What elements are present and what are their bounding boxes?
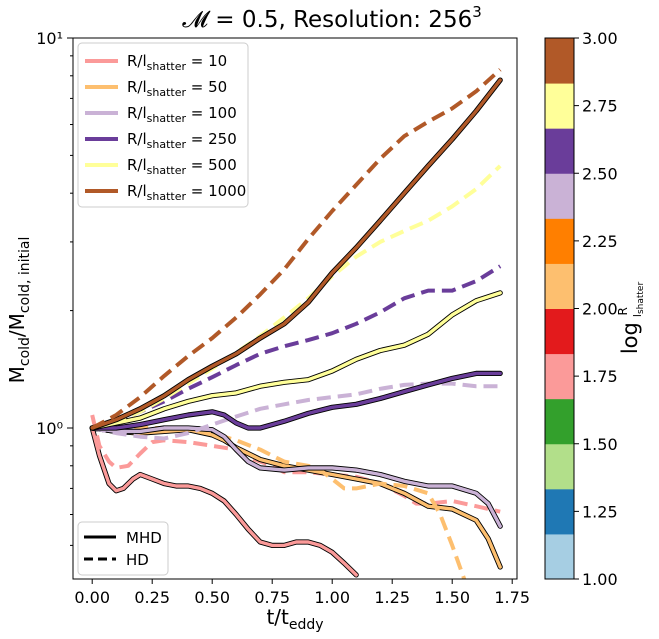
- x-tick-label: 1.25: [374, 588, 410, 607]
- colorbar-segment: [545, 353, 574, 400]
- colorbar-tick-label: 1.50: [582, 435, 618, 454]
- colorbar-tick-label: 1.25: [582, 502, 618, 521]
- colorbar: 1.00 1.25 1.50 1.75 2.00 2.25 2.50 2.75 3.00: [544, 29, 618, 589]
- series-10: [89, 77, 503, 431]
- x-axis: 0.00 0.25 0.50 0.75 1.00 1.25 1.50 1.75: [74, 579, 530, 607]
- y-axis-label: Mcold/Mcold, initial: [5, 237, 33, 384]
- series-4: [89, 425, 503, 529]
- y-tick-label: 10⁰: [36, 419, 63, 438]
- colorbar-label: log Rlshatter: [616, 282, 646, 355]
- x-tick-label: 0.50: [194, 588, 230, 607]
- legend-label: R/lshatter = 1000: [127, 182, 246, 203]
- series-6: [89, 370, 503, 431]
- colorbar-segment: [545, 533, 574, 580]
- colorbar-tick-label: 2.00: [582, 300, 618, 319]
- legend-label: R/lshatter = 10: [127, 52, 227, 73]
- legend-label: R/lshatter = 500: [127, 156, 237, 177]
- colorbar-segment: [545, 173, 574, 219]
- x-tick-label: 1.75: [494, 588, 530, 607]
- series-0: [89, 425, 359, 578]
- colorbar-tick-label: 1.00: [582, 570, 618, 589]
- plot-frame: [72, 37, 518, 580]
- series-line: [90, 291, 502, 430]
- x-tick-label: 1.00: [314, 588, 350, 607]
- series-line: [90, 78, 502, 430]
- colorbar-tick-label: 1.75: [582, 367, 618, 386]
- series-line: [90, 426, 502, 528]
- series-layer: [89, 68, 503, 579]
- legend-label: R/lshatter = 100: [127, 104, 237, 125]
- legend-series: R/lshatter = 10 R/lshatter = 50 R/lshatter…: [77, 42, 249, 208]
- legend-style: MHD HD: [77, 521, 169, 576]
- series-11: [91, 68, 502, 430]
- colorbar-segment: [545, 443, 574, 490]
- x-tick-label: 1.50: [434, 588, 470, 607]
- legend-box: [77, 521, 169, 576]
- series-line: [90, 426, 358, 577]
- legend-box: [77, 42, 249, 208]
- colorbar-segment: [545, 38, 574, 84]
- y-axis: 10⁰ 10¹: [36, 29, 73, 546]
- series-8: [89, 290, 503, 431]
- series-7: [91, 264, 502, 430]
- y-tick-label: 10¹: [36, 29, 63, 48]
- legend-label: R/lshatter = 50: [127, 78, 227, 99]
- series-line-dashed: [91, 68, 502, 430]
- chart-title: 𝓜 = 0.5, Resolution: 2563: [182, 3, 482, 33]
- legend-label: HD: [126, 551, 149, 569]
- colorbar-tick-label: 3.00: [582, 29, 618, 48]
- x-tick-label: 0.75: [254, 588, 290, 607]
- legend-label: MHD: [126, 529, 162, 547]
- x-tick-label: 0.25: [134, 588, 170, 607]
- colorbar-tick-label: 2.25: [582, 232, 618, 251]
- x-tick-label: 0.00: [74, 588, 110, 607]
- series-line: [90, 371, 502, 430]
- colorbar-tick-label: 2.75: [582, 97, 618, 116]
- colorbar-segment: [545, 128, 574, 174]
- x-axis-label: t/teddy: [266, 605, 323, 633]
- colorbar-segment: [545, 263, 574, 309]
- series-line-dashed: [91, 264, 502, 430]
- colorbar-segment: [545, 488, 574, 535]
- legend-label: R/lshatter = 250: [127, 130, 237, 151]
- colorbar-segment: [545, 398, 574, 445]
- colorbar-segment: [545, 83, 574, 129]
- colorbar-segment: [545, 308, 574, 355]
- colorbar-tick-label: 2.50: [582, 164, 618, 183]
- colorbar-segment: [545, 218, 574, 264]
